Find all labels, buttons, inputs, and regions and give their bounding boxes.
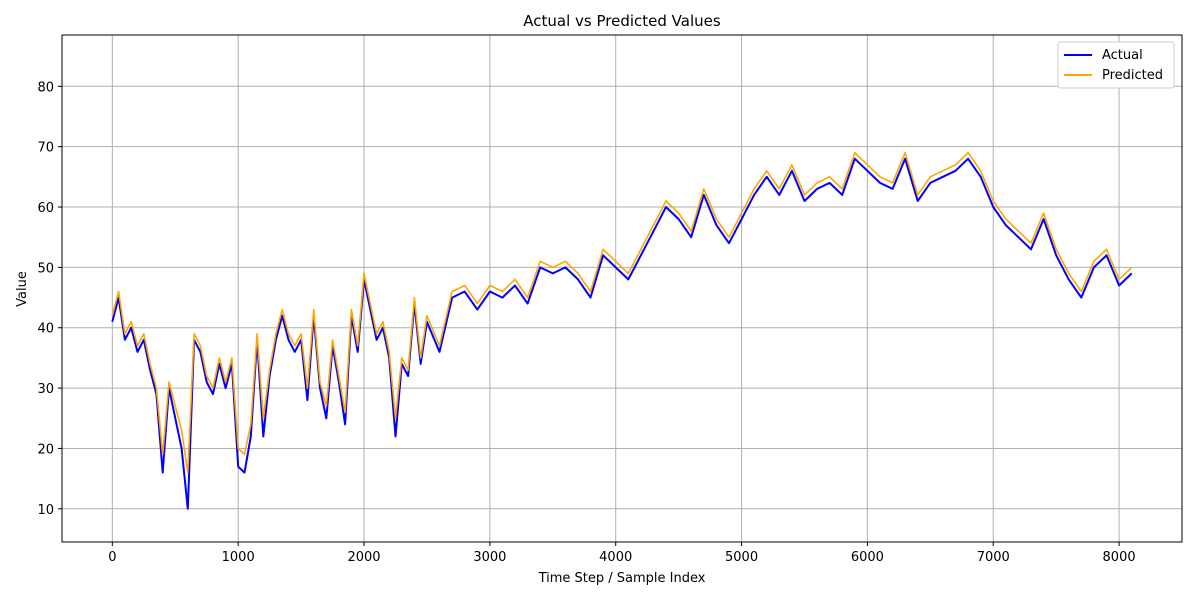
x-tick-label: 5000 (725, 550, 758, 565)
y-axis-title: Value (15, 271, 30, 307)
series-line-predicted (111, 151, 1133, 474)
x-axis-title: Time Step / Sample Index (538, 571, 706, 586)
y-axis: 10 20 30 40 50 60 70 80 (37, 80, 62, 518)
x-tick-label: 4000 (599, 550, 632, 565)
x-tick-label: 0 (108, 550, 116, 565)
y-tick-label: 80 (37, 80, 54, 95)
x-tick-label: 3000 (473, 550, 506, 565)
y-tick-label: 70 (37, 141, 54, 156)
x-tick-label: 2000 (347, 550, 380, 565)
y-tick-label: 50 (37, 261, 54, 276)
chart-title: Actual vs Predicted Values (523, 12, 721, 30)
plot-frame (61, 34, 1183, 543)
series-layer (111, 151, 1133, 510)
x-tick-label: 8000 (1103, 550, 1136, 565)
y-tick-label: 30 (37, 382, 54, 397)
legend-box (1057, 41, 1175, 89)
legend-label-actual: Actual (1102, 48, 1143, 63)
y-tick-label: 40 (37, 322, 54, 337)
x-tick-label: 1000 (222, 550, 255, 565)
y-tick-label: 60 (37, 201, 54, 216)
x-tick-label: 7000 (977, 550, 1010, 565)
y-tick-label: 10 (37, 503, 54, 518)
y-tick-label: 20 (37, 442, 54, 457)
series-line-actual (111, 157, 1133, 510)
x-axis: 0 1000 2000 3000 4000 5000 6000 7000 8000 (108, 542, 1136, 565)
legend: Actual Predicted (1057, 41, 1175, 89)
x-tick-label: 6000 (851, 550, 884, 565)
legend-label-predicted: Predicted (1102, 68, 1163, 83)
